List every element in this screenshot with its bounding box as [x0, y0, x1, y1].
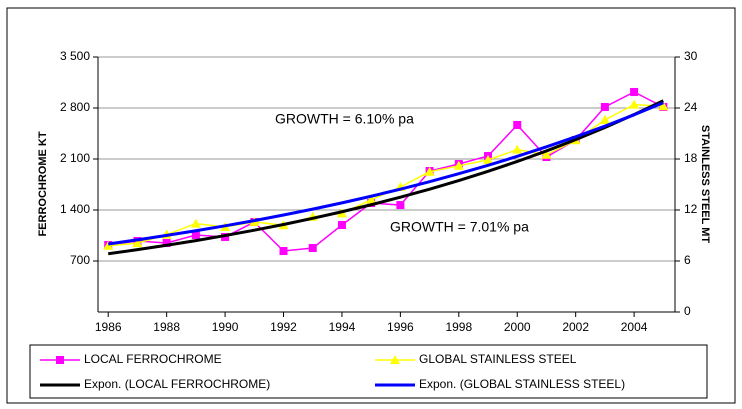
marker [453, 160, 464, 170]
annotation: GROWTH = 7.01% pa [390, 219, 529, 235]
y-tick-label: 3 500 [60, 49, 90, 63]
legend-label: Expon. (GLOBAL STAINLESS STEEL) [419, 377, 625, 391]
marker [630, 87, 639, 96]
marker [658, 101, 669, 111]
legend [29, 344, 708, 399]
legend-marker [390, 355, 400, 364]
x-tick-label: 1998 [445, 320, 472, 334]
marker [541, 149, 552, 159]
marker [279, 247, 288, 256]
marker [190, 218, 201, 228]
marker [308, 244, 317, 253]
y-tick-label: 1 400 [60, 202, 90, 216]
y-axis-title: FERROCHROME KT [37, 131, 49, 236]
marker [396, 201, 405, 210]
marker [629, 99, 640, 109]
legend-label: GLOBAL STAINLESS STEEL [419, 352, 577, 366]
marker [162, 239, 171, 248]
x-tick-label: 1986 [95, 320, 122, 334]
legend-label: LOCAL FERROCHROME [84, 352, 222, 366]
x-tick-label: 1990 [212, 320, 239, 334]
x-tick-label: 1996 [387, 320, 414, 334]
marker [513, 120, 522, 129]
marker [337, 221, 346, 230]
series-line [108, 101, 664, 246]
y-tick-label: 2 800 [60, 100, 90, 114]
annotation: GROWTH = 6.10% pa [275, 111, 414, 127]
legend-marker [56, 356, 64, 364]
y2-tick-label: 30 [684, 49, 698, 63]
marker [424, 166, 435, 176]
series-line [108, 99, 664, 256]
y2-tick-label: 12 [684, 202, 698, 216]
marker [366, 194, 377, 204]
y-tick-label: 700 [70, 253, 90, 267]
marker [512, 144, 523, 154]
marker [600, 102, 609, 111]
y2-tick-label: 6 [684, 253, 691, 267]
y2-tick-label: 18 [684, 151, 698, 165]
y2-tick-label: 24 [684, 100, 698, 114]
x-tick-label: 1988 [153, 320, 180, 334]
marker [483, 154, 494, 164]
marker [191, 230, 200, 239]
marker [103, 240, 114, 250]
y-tick-label: 2 100 [60, 151, 90, 165]
y2-tick-label: 0 [684, 304, 691, 318]
x-tick-label: 2004 [621, 320, 648, 334]
marker [599, 114, 610, 124]
x-tick-label: 2002 [562, 320, 589, 334]
x-tick-label: 2000 [504, 320, 531, 334]
legend-label: Expon. (LOCAL FERROCHROME) [84, 377, 270, 391]
marker [132, 238, 143, 248]
x-tick-label: 1994 [329, 320, 356, 334]
y2-axis-title: STAINLESS STEEL MT [699, 125, 711, 243]
x-tick-label: 1992 [270, 320, 297, 334]
